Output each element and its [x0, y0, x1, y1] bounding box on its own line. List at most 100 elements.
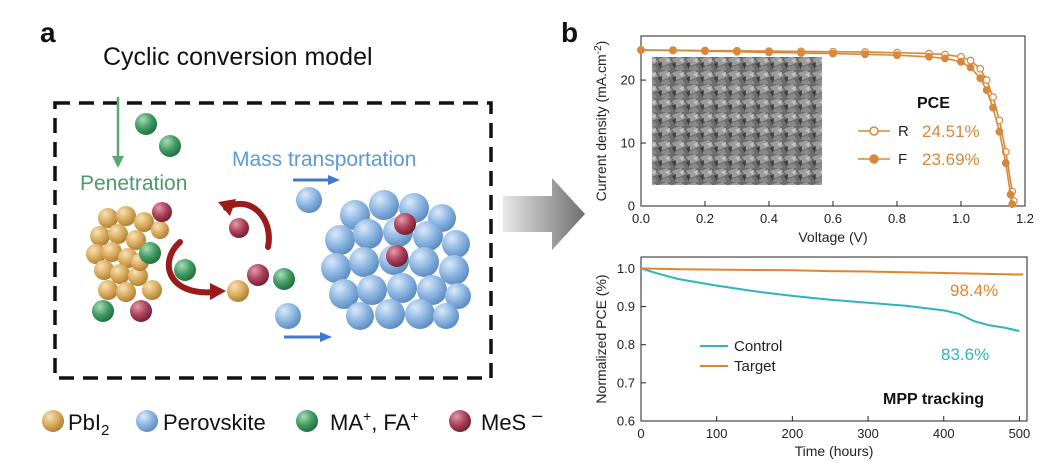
mpp-control-end-label: 83.6% [941, 345, 989, 364]
free-ions [92, 113, 322, 329]
x-tick-label: 0.2 [696, 211, 714, 226]
cyclic-arrow-bottom [165, 239, 226, 300]
jv-point-f [982, 86, 991, 95]
legend-label-perovskite: Perovskite [163, 410, 266, 435]
jv-legend-label-f: F [898, 151, 907, 168]
legend-item-mes: MeS – [449, 405, 542, 435]
mpp-legend-item-target: Target [700, 358, 777, 375]
x-tick-label: 100 [706, 426, 728, 441]
jv-point-r [982, 76, 991, 84]
mpp-chart: 0 100 200 300 400 500 0.6 0.7 0.8 0.9 1.0 98.4% 83… [593, 256, 1030, 459]
y-tick-label: 1.0 [617, 261, 635, 276]
mass-transport-label: Mass transportation [232, 148, 416, 171]
legend-item-pbi2: PbI2 [42, 410, 109, 439]
mass-transport-arrow-top [293, 175, 340, 185]
jv-series-f-line [640, 49, 1013, 205]
mpp-legend-label-control: Control [734, 338, 782, 355]
jv-point-f [995, 127, 1004, 136]
jv-point-f [701, 47, 709, 56]
y-tick-label: 0.9 [617, 299, 635, 314]
y-tick-label: 0.7 [617, 375, 635, 390]
legend-label-pbi2: PbI2 [68, 410, 109, 439]
x-tick-label: 1.2 [1016, 211, 1034, 226]
mpp-series-target-line [640, 267, 1024, 276]
y-tick-label: 0.6 [617, 414, 635, 429]
jv-point-r [976, 64, 985, 73]
jv-point-f [1001, 159, 1010, 168]
x-tick-label: 400 [933, 426, 955, 441]
jv-legend-label-r: R [898, 123, 909, 140]
jv-point-f [1008, 200, 1017, 209]
jv-xlabel: Voltage (V) [798, 229, 867, 245]
mpp-series-group [640, 267, 1024, 332]
mpp-legend: Control Target [700, 338, 782, 375]
x-tick-label: 0 [637, 426, 644, 441]
jv-legend-title: PCE [917, 95, 950, 112]
mpp-target-end-label: 98.4% [950, 281, 998, 300]
jv-point-f [829, 49, 837, 58]
species-legend: PbI2 Perovskite MA+, FA+ MeS – [42, 405, 542, 439]
x-tick-label: 300 [857, 426, 879, 441]
jv-point-f [797, 49, 805, 57]
x-tick-label: 0.6 [824, 211, 842, 226]
jv-axes: 0.0 0.2 0.4 0.6 0.8 1.0 1.2 0 10 20 [621, 73, 1035, 226]
jv-ylabel: Current density (mA.cm-2) [593, 41, 609, 202]
jv-legend-marker-r [869, 126, 879, 136]
jv-legend-pce-r: 24.51% [922, 122, 980, 141]
mpp-title: MPP tracking [883, 391, 984, 408]
jv-point-r [966, 56, 975, 65]
jv-point-f [733, 47, 741, 56]
mpp-legend-label-target: Target [734, 358, 777, 375]
mpp-ylabel: Normalized PCE (%) [593, 274, 609, 403]
perovskite-cluster [321, 190, 471, 330]
jv-point-f [941, 54, 949, 63]
panel-a: a Cyclic conversion model Penetration Ma… [40, 17, 542, 439]
x-tick-label: 0.0 [632, 211, 650, 226]
jv-legend-marker-f [869, 154, 879, 164]
legend-label-mes: MeS – [481, 405, 542, 435]
jv-point-f [1006, 190, 1015, 199]
mpp-series-control-line [640, 267, 1020, 332]
panel-a-title: Cyclic conversion model [103, 43, 373, 71]
jv-legend: PCE R 24.51% F 23.69% [858, 95, 980, 169]
mpp-axes: 0 100 200 300 400 500 0.6 0.7 0.8 0.9 1.0 [617, 261, 1030, 441]
panel-b-label: b [561, 17, 578, 48]
transition-arrow [503, 178, 585, 250]
cyclic-arrow-top [218, 199, 272, 250]
y-tick-label: 0 [628, 199, 635, 214]
y-tick-label: 20 [621, 73, 635, 88]
pbi2-swatch [42, 410, 64, 432]
panel-a-label: a [40, 17, 56, 48]
jv-point-f [637, 46, 645, 55]
cation-swatch [296, 410, 318, 432]
jv-point-f [669, 46, 677, 55]
jv-point-f [765, 48, 773, 57]
jv-point-f [966, 63, 975, 72]
jv-point-f [957, 57, 965, 66]
model-frame [53, 101, 493, 380]
jv-point-f [925, 52, 933, 61]
jv-series-group [637, 45, 1018, 209]
pbi2-cluster [86, 206, 169, 302]
jv-chart: 0.0 0.2 0.4 0.6 0.8 1.0 1.2 0 10 20 PCE R 24.51% … [593, 35, 1035, 245]
y-tick-label: 10 [621, 136, 635, 151]
x-tick-label: 200 [782, 426, 804, 441]
mass-transport-arrow-bottom [284, 332, 332, 342]
perovskite-swatch [136, 410, 158, 432]
penetration-label: Penetration [80, 172, 187, 195]
jv-legend-item-r: R 24.51% [858, 122, 980, 141]
legend-label-cation: MA+, FA+ [330, 408, 419, 435]
mes-swatch [449, 410, 471, 432]
y-tick-label: 0.8 [617, 337, 635, 352]
jv-legend-pce-f: 23.69% [922, 150, 980, 169]
legend-item-cation: MA+, FA+ [296, 408, 419, 435]
x-tick-label: 0.4 [760, 211, 778, 226]
jv-point-f [861, 50, 869, 59]
sem-image-inset [652, 57, 822, 185]
jv-series-r-line [640, 49, 1015, 202]
mpp-xlabel: Time (hours) [795, 443, 874, 459]
penetration-arrow [112, 97, 124, 168]
mpp-legend-item-control: Control [700, 338, 782, 355]
jv-point-f [893, 51, 901, 60]
